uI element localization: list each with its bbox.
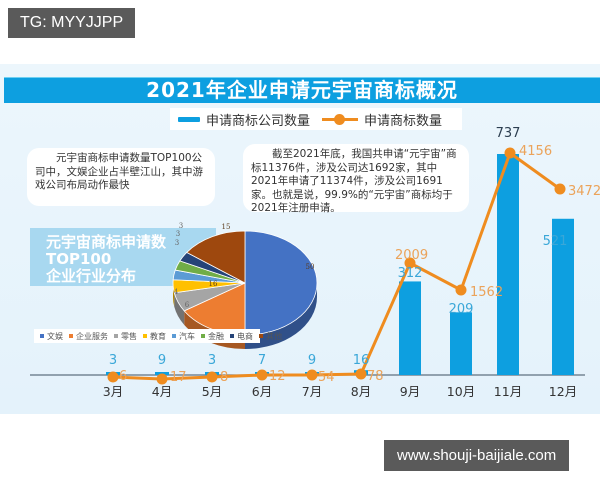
pie-value-label: 3 <box>179 222 183 230</box>
legend-dot-icon <box>143 334 147 338</box>
line-value-label: 8 <box>220 370 228 385</box>
legend-dot-icon <box>40 334 44 338</box>
pie-value-label: 16 <box>209 280 218 288</box>
bar-value-label: 209 <box>449 302 474 317</box>
line-point <box>156 373 168 385</box>
pie-legend-item: 文娱 <box>40 331 63 342</box>
pie-legend-item: 电商 <box>230 331 253 342</box>
legend-dot-icon <box>172 334 176 338</box>
pie-legend: 文娱 企业服务 零售 教育 汽车 金融 电商 其他 <box>34 329 282 343</box>
line-value-label: 1562 <box>470 285 503 300</box>
pie-legend-item: 其他 <box>259 331 282 342</box>
pie-slice-文娱 <box>244 230 318 336</box>
pie-value-label: 50 <box>306 263 315 271</box>
bar-10月 <box>450 312 472 375</box>
bar-9月 <box>399 281 421 375</box>
pie-title-line2: TOP100 <box>46 250 112 268</box>
pie-value-label: 3 <box>176 230 180 238</box>
pie-legend-label: 企业服务 <box>76 331 108 341</box>
legend-dot-icon <box>259 334 263 338</box>
pie-legend-item: 金融 <box>201 331 224 342</box>
x-tick-label: 10月 <box>447 384 475 399</box>
pie-legend-label: 汽车 <box>179 331 195 341</box>
line-marker-icon <box>322 113 359 125</box>
bar-11月 <box>497 154 519 375</box>
bar-value-label: 312 <box>398 266 423 281</box>
note-right: 截至2021年底，我国共申请“元宇宙”商标11376件，涉及公司达1692家，其… <box>243 144 469 214</box>
legend-line-label: 申请商标数量 <box>364 113 443 129</box>
legend-dot-icon <box>230 334 234 338</box>
pie-legend-label: 其他 <box>266 331 282 341</box>
line-value-label: 6 <box>119 369 127 384</box>
line-value-label: 4156 <box>519 144 552 159</box>
note-left: 元宇宙商标申请数量TOP100公司中，文娱企业占半壁江山，其中游戏公司布局动作最… <box>27 148 215 206</box>
x-tick-label: 3月 <box>103 384 123 399</box>
legend-dot-icon <box>201 334 205 338</box>
legend-dot-icon <box>114 334 118 338</box>
bar-swatch-icon <box>178 116 200 122</box>
x-tick-label: 8月 <box>351 384 371 399</box>
pie-legend-label: 文娱 <box>47 331 63 341</box>
legend-bar-label: 申请商标公司数量 <box>206 113 311 129</box>
x-tick-label: 5月 <box>202 384 222 399</box>
line-point <box>504 147 516 159</box>
pie-legend-label: 电商 <box>237 331 253 341</box>
pie-legend-item: 零售 <box>114 331 137 342</box>
infographic-panel: 2021年企业申请元宇宙商标概况 申请商标公司数量 申请商标数量 元宇宙商标申请… <box>0 64 600 414</box>
pie-legend-item: 教育 <box>143 331 166 342</box>
x-tick-label: 6月 <box>252 384 272 399</box>
bar-12月 <box>552 218 574 375</box>
bar-value-label: 16 <box>353 353 370 368</box>
watermark-top: TG: MYYJJPP <box>8 8 136 38</box>
pie-value-label: 4 <box>174 288 179 296</box>
bar-value-label: 3 <box>109 353 117 368</box>
bar-value-label: 521 <box>543 234 568 249</box>
pie-legend-label: 教育 <box>150 331 166 341</box>
line-value-label: 12 <box>269 369 286 384</box>
pie-legend-label: 零售 <box>121 331 137 341</box>
line-series <box>112 151 561 381</box>
bar-value-label: 9 <box>308 353 316 368</box>
line-value-label: 2009 <box>395 248 428 263</box>
line-value-label: 17 <box>170 370 187 385</box>
line-value-label: 3472 <box>568 184 600 199</box>
legend-item-line: 申请商标数量 <box>322 110 442 129</box>
x-tick-label: 4月 <box>152 384 172 399</box>
chart-title: 2021年企业申请元宇宙商标概况 <box>4 77 600 103</box>
legend-dot-icon <box>69 334 73 338</box>
chart-legend: 申请商标公司数量 申请商标数量 <box>170 108 463 130</box>
line-point <box>206 371 218 383</box>
watermark-bottom: www.shouji-baijiale.com <box>384 440 570 471</box>
pie-legend-item: 汽车 <box>172 331 195 342</box>
legend-item-bar: 申请商标公司数量 <box>178 110 310 129</box>
pie-legend-label: 金融 <box>208 331 224 341</box>
x-tick-label: 9月 <box>400 384 420 399</box>
x-tick-label: 11月 <box>494 384 522 399</box>
x-tick-label: 7月 <box>302 384 322 399</box>
line-value-label: 78 <box>367 369 384 384</box>
pie-side <box>174 292 185 325</box>
line-point <box>256 369 268 381</box>
line-point <box>554 183 566 195</box>
bar-value-label: 9 <box>158 353 166 368</box>
line-point <box>455 284 467 296</box>
line-value-label: 54 <box>318 370 335 385</box>
pie-slice-其他 <box>186 230 246 284</box>
x-tick-label: 12月 <box>549 384 577 399</box>
line-point <box>306 369 318 381</box>
pie-value-label: 15 <box>222 223 231 231</box>
pie-title-line3: 企业行业分布 <box>46 267 137 285</box>
pie-title-line1: 元宇宙商标申请数 <box>46 233 167 251</box>
pie-value-label: 6 <box>185 301 190 309</box>
bar-value-label: 737 <box>496 126 521 141</box>
line-point <box>107 371 119 383</box>
bar-value-label: 3 <box>208 353 216 368</box>
line-point <box>355 368 367 380</box>
pie-value-label: 3 <box>175 239 179 247</box>
bar-value-label: 7 <box>258 353 266 368</box>
line-point <box>404 257 416 269</box>
pie-legend-item: 企业服务 <box>69 331 108 342</box>
